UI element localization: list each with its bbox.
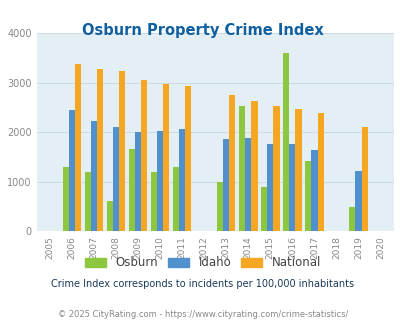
Bar <box>134 132 141 231</box>
Bar <box>163 84 169 231</box>
Bar <box>68 110 75 231</box>
Bar <box>62 167 68 231</box>
Bar <box>289 145 295 231</box>
Bar <box>354 171 361 231</box>
Bar <box>173 167 179 231</box>
Bar <box>113 127 119 231</box>
Bar <box>179 129 185 231</box>
Bar <box>216 182 223 231</box>
Bar <box>107 201 113 231</box>
Bar <box>260 187 266 231</box>
Bar <box>119 71 125 231</box>
Bar <box>245 139 251 231</box>
Bar <box>141 80 147 231</box>
Text: Osburn Property Crime Index: Osburn Property Crime Index <box>82 23 323 38</box>
Legend: Osburn, Idaho, National: Osburn, Idaho, National <box>80 252 325 274</box>
Bar <box>229 95 235 231</box>
Bar <box>282 53 289 231</box>
Bar <box>273 106 279 231</box>
Bar <box>223 139 229 231</box>
Text: Crime Index corresponds to incidents per 100,000 inhabitants: Crime Index corresponds to incidents per… <box>51 279 354 289</box>
Bar <box>91 121 97 231</box>
Bar <box>317 113 323 231</box>
Text: © 2025 CityRating.com - https://www.cityrating.com/crime-statistics/: © 2025 CityRating.com - https://www.city… <box>58 310 347 319</box>
Bar <box>84 172 91 231</box>
Bar <box>361 127 367 231</box>
Bar <box>311 150 317 231</box>
Bar <box>185 86 191 231</box>
Bar <box>251 101 257 231</box>
Bar <box>157 131 163 231</box>
Bar <box>128 149 134 231</box>
Bar <box>239 106 245 231</box>
Bar <box>348 207 354 231</box>
Bar <box>150 172 157 231</box>
Bar <box>295 109 301 231</box>
Bar <box>266 145 273 231</box>
Bar <box>305 161 311 231</box>
Bar <box>97 69 103 231</box>
Bar <box>75 64 81 231</box>
